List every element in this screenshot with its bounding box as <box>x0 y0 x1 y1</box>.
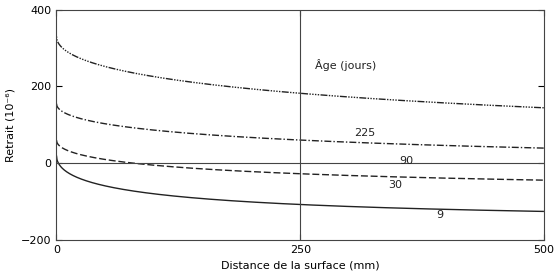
Text: 9: 9 <box>437 210 444 220</box>
Text: 30: 30 <box>388 181 402 190</box>
Text: 225: 225 <box>354 128 375 138</box>
Text: Âge (jours): Âge (jours) <box>315 60 376 71</box>
Y-axis label: Retrait (10⁻⁶): Retrait (10⁻⁶) <box>6 88 16 162</box>
X-axis label: Distance de la surface (mm): Distance de la surface (mm) <box>221 261 380 270</box>
Text: 90: 90 <box>400 156 414 166</box>
